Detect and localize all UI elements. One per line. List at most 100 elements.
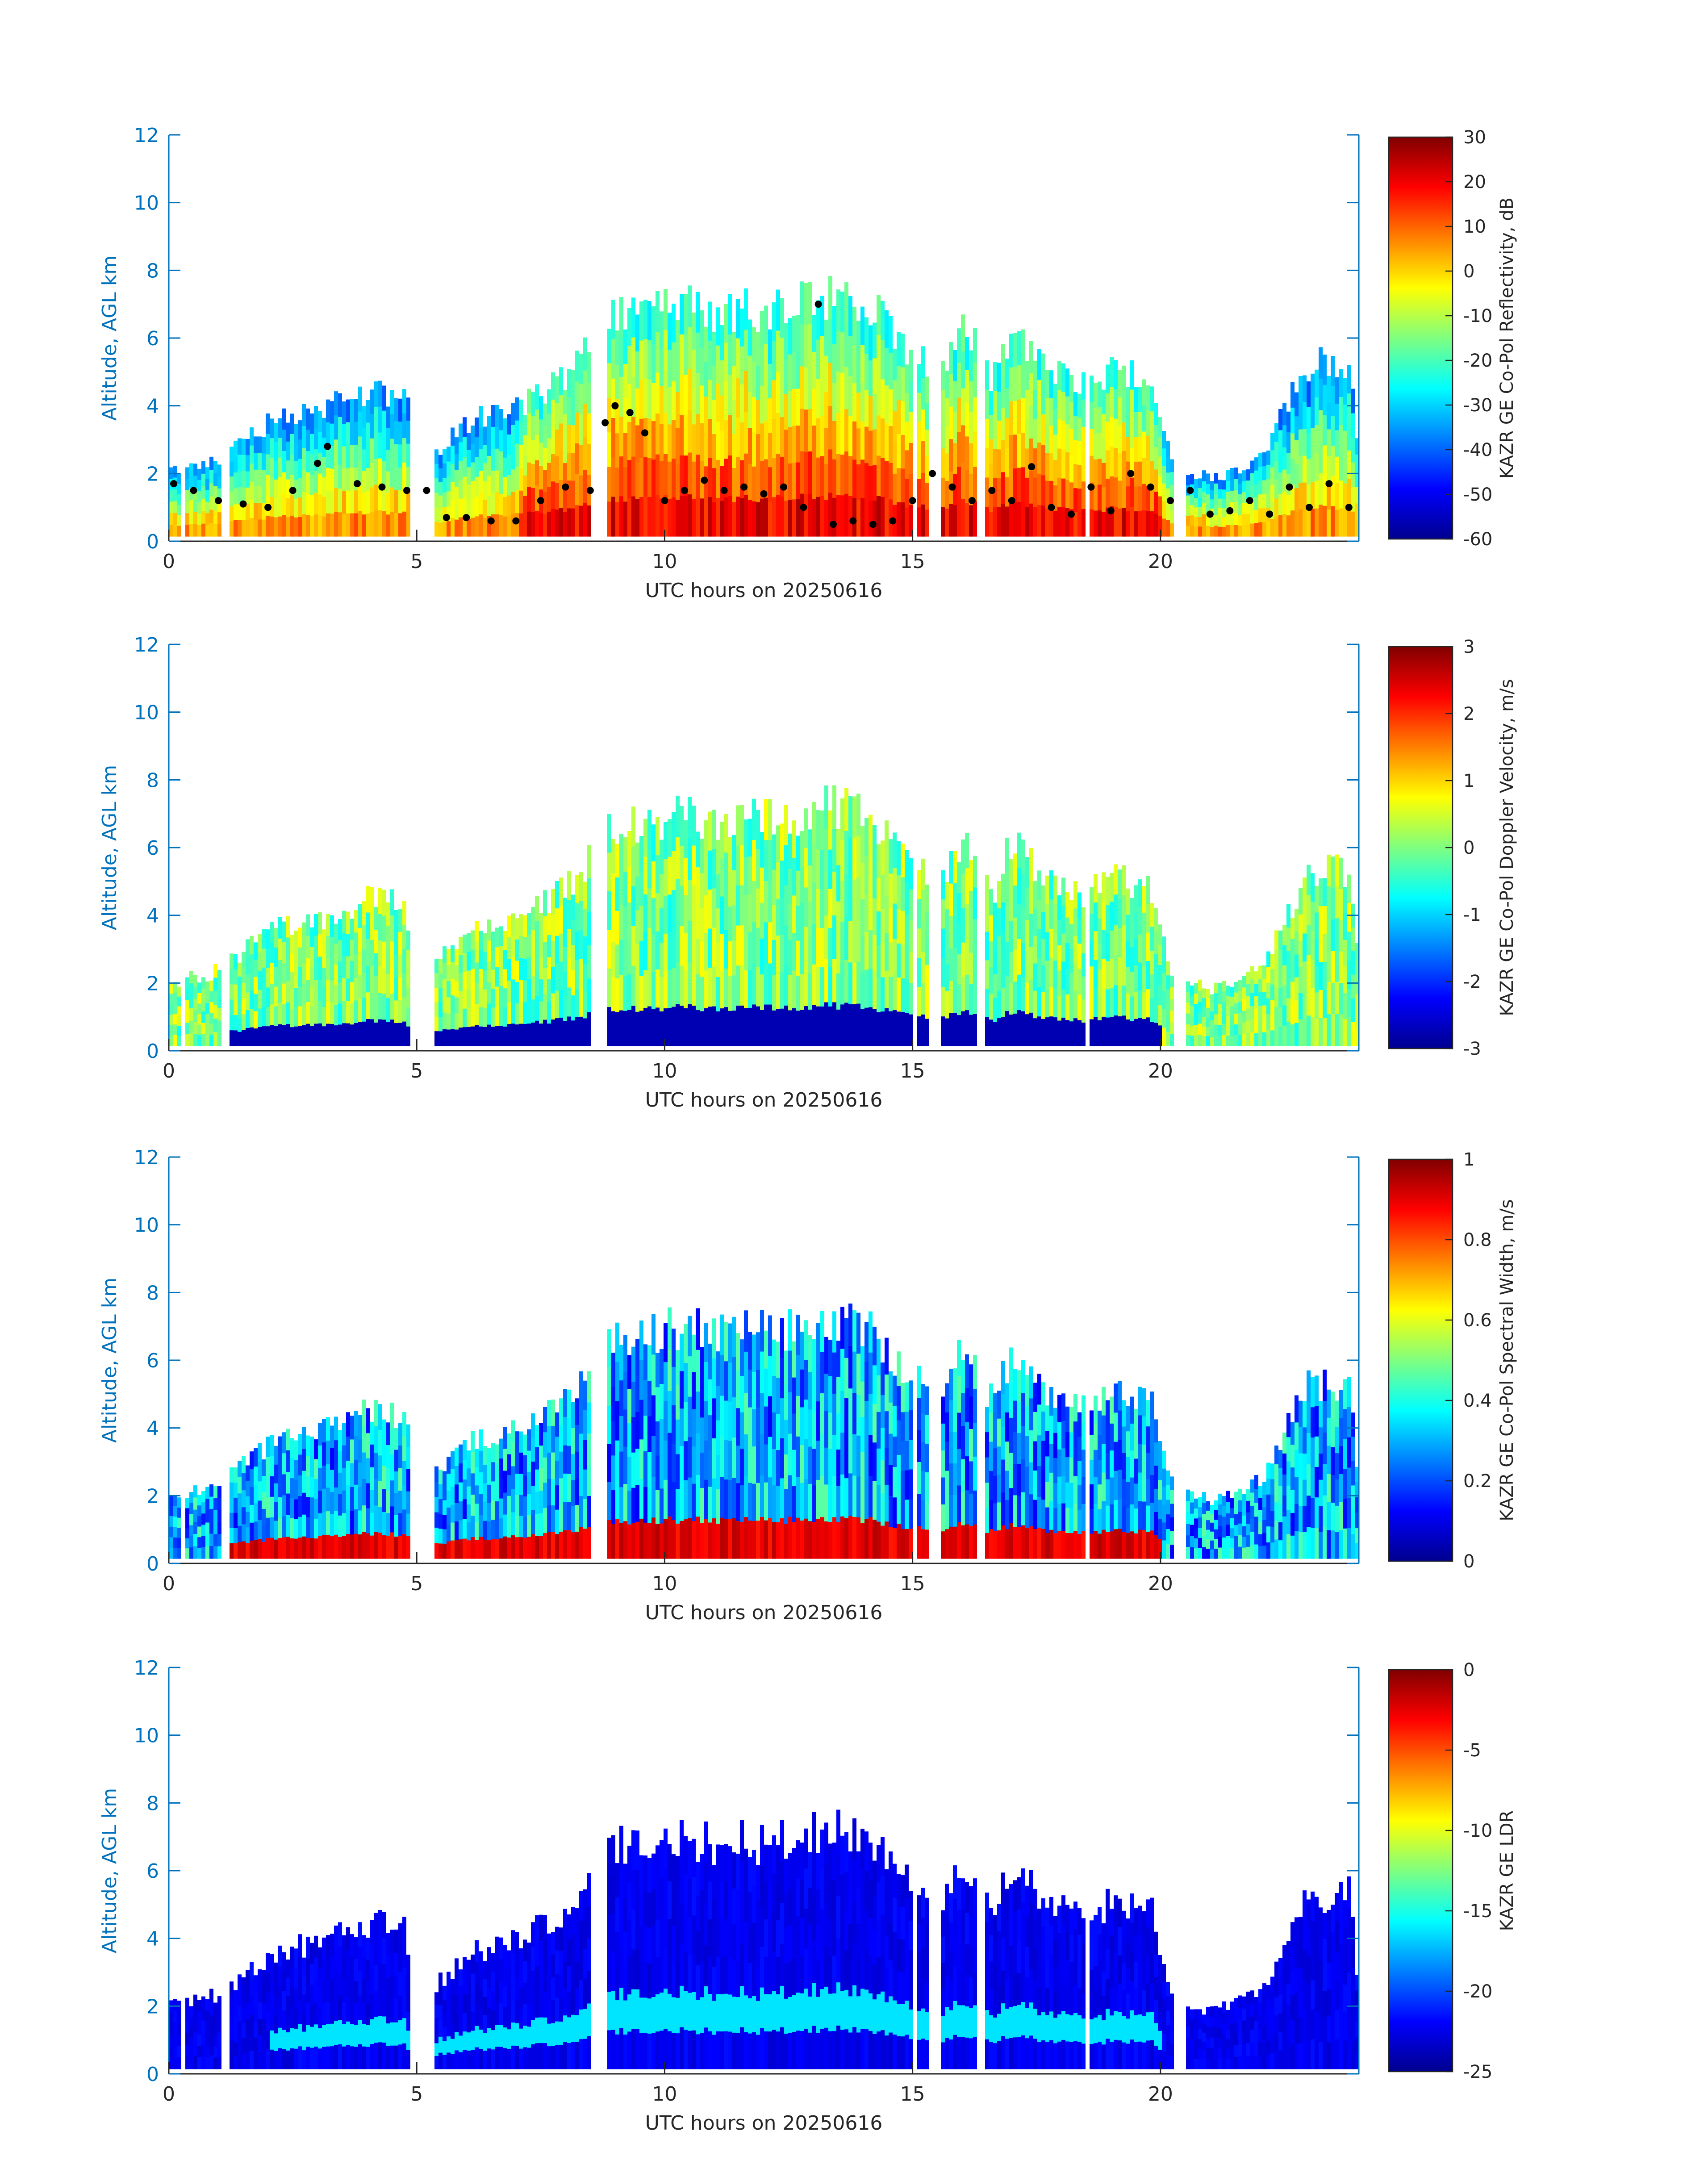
x-axis-label: UTC hours on 20250616 (645, 1601, 883, 1624)
colorbar: -60 -50 -40 -30 -20 -10 0 10 20 30 KAZR GE Co-Pol … (1388, 127, 1517, 550)
overlay-point (1305, 504, 1313, 511)
overlay-point (909, 497, 916, 504)
y-tick-label: 12 (134, 124, 159, 147)
overlay-point (611, 402, 619, 409)
overlay-point (1127, 470, 1135, 477)
y-tick-label: 10 (134, 192, 159, 215)
colorbar-tick-label: -15 (1463, 1901, 1492, 1922)
colorbar-gradient (1388, 646, 1453, 1049)
colorbar: 0 0.2 0.4 0.6 0.8 1 KAZR GE Co-Pol Spectral Wi… (1388, 1149, 1517, 1572)
colorbar-tick-label: 30 (1463, 127, 1486, 148)
colorbar-tick-label: 0 (1463, 261, 1474, 282)
overlay-point (423, 487, 430, 494)
colorbar-label: KAZR GE Co-Pol Spectral Width, m/s (1497, 1199, 1517, 1521)
colorbar-tick-label: -20 (1463, 351, 1492, 371)
overlay-point (239, 500, 247, 508)
overlay-point (800, 504, 807, 511)
y-tick-label: 8 (146, 769, 159, 792)
colorbar-tick-label: -60 (1463, 529, 1492, 550)
y-axis-label: Altitude, AGL km (98, 1278, 121, 1443)
colorbar-tick-label: -30 (1463, 395, 1492, 416)
x-tick-label: 0 (163, 2083, 175, 2106)
y-axis-label: Altitude, AGL km (98, 255, 121, 421)
overlay-point (720, 487, 728, 494)
colorbar-tick-label: 2 (1463, 704, 1474, 724)
overlay-point (1206, 510, 1214, 518)
x-axis-label: UTC hours on 20250616 (645, 1089, 883, 1111)
colorbar-tick-label: 0 (1463, 1551, 1474, 1572)
panel-4: 0 5 10 15 20 0 2 4 6 8 10 12 UTC hours on 20250616 Al… (98, 1657, 1517, 2135)
heatmap (169, 1809, 1359, 2069)
colorbar-tick-label: 0.4 (1463, 1391, 1492, 1411)
overlay-point (948, 483, 956, 491)
colorbar-tick-label: 10 (1463, 217, 1486, 237)
x-tick-label: 15 (900, 1572, 925, 1595)
overlay-point (1186, 487, 1194, 494)
overlay-point (849, 517, 857, 525)
colorbar-tick-label: 0.8 (1463, 1230, 1492, 1250)
overlay-point (814, 301, 822, 308)
overlay-point (1345, 504, 1353, 511)
colorbar-tick-label: -40 (1463, 440, 1492, 460)
y-tick-label: 4 (146, 1928, 159, 1951)
heatmap (169, 785, 1359, 1046)
x-tick-label: 10 (652, 2083, 677, 2106)
overlay-point (869, 521, 877, 528)
overlay-point (829, 521, 837, 528)
y-tick-label: 6 (146, 1860, 159, 1883)
y-tick-label: 0 (146, 2063, 159, 2086)
y-tick-label: 8 (146, 1792, 159, 1815)
y-tick-label: 6 (146, 837, 159, 860)
x-tick-label: 20 (1148, 550, 1173, 573)
overlay-point (1048, 504, 1055, 511)
overlay-point (314, 460, 322, 467)
x-axis-label: UTC hours on 20250616 (645, 2112, 883, 2135)
overlay-point (264, 504, 272, 511)
colorbar-tick-label: -5 (1463, 1740, 1481, 1761)
overlay-point (215, 497, 222, 504)
x-tick-label: 5 (410, 550, 423, 573)
colorbar-tick-label: -25 (1463, 2062, 1492, 2082)
y-tick-label: 2 (146, 1995, 159, 2018)
x-tick-label: 20 (1148, 1572, 1173, 1595)
overlay-point (1226, 507, 1234, 514)
overlay-point (537, 497, 544, 504)
overlay-point (681, 487, 688, 494)
x-axis-label: UTC hours on 20250616 (645, 579, 883, 602)
y-tick-label: 6 (146, 327, 159, 350)
heatmap (169, 1304, 1359, 1559)
y-tick-label: 4 (146, 905, 159, 928)
x-tick-label: 10 (652, 550, 677, 573)
y-tick-label: 0 (146, 1553, 159, 1575)
overlay-point (403, 487, 410, 494)
y-tick-label: 10 (134, 702, 159, 724)
overlay-point (988, 487, 996, 494)
colorbar-tick-label: 0 (1463, 838, 1474, 858)
overlay-point (1266, 510, 1274, 518)
y-tick-label: 4 (146, 395, 159, 418)
overlay-point (780, 483, 787, 491)
overlay-point (760, 490, 768, 497)
colorbar-tick-label: 3 (1463, 637, 1474, 657)
colorbar-label: KAZR GE Co-Pol Reflectivity, dB (1497, 197, 1517, 479)
overlay-point (170, 480, 178, 488)
overlay-point (661, 497, 668, 504)
overlay-point (289, 487, 296, 494)
overlay-point (1167, 497, 1174, 504)
colorbar-label: KAZR GE LDR (1497, 1810, 1517, 1931)
overlay-point (1028, 463, 1036, 471)
overlay-point (1008, 497, 1015, 504)
colorbar: -3 -2 -1 0 1 2 3 KAZR GE Co-Pol Doppler Velocit… (1388, 637, 1517, 1059)
colorbar-tick-label: 0.2 (1463, 1471, 1492, 1492)
overlay-point (353, 480, 361, 488)
colorbar-tick-label: 20 (1463, 172, 1486, 192)
x-tick-label: 20 (1148, 2083, 1173, 2106)
overlay-point (443, 514, 450, 521)
overlay-point (586, 487, 594, 494)
y-tick-label: 10 (134, 1725, 159, 1747)
colorbar-tick-label: -20 (1463, 1981, 1492, 2002)
overlay-point (1246, 497, 1253, 504)
colorbar-tick-label: -10 (1463, 306, 1492, 326)
